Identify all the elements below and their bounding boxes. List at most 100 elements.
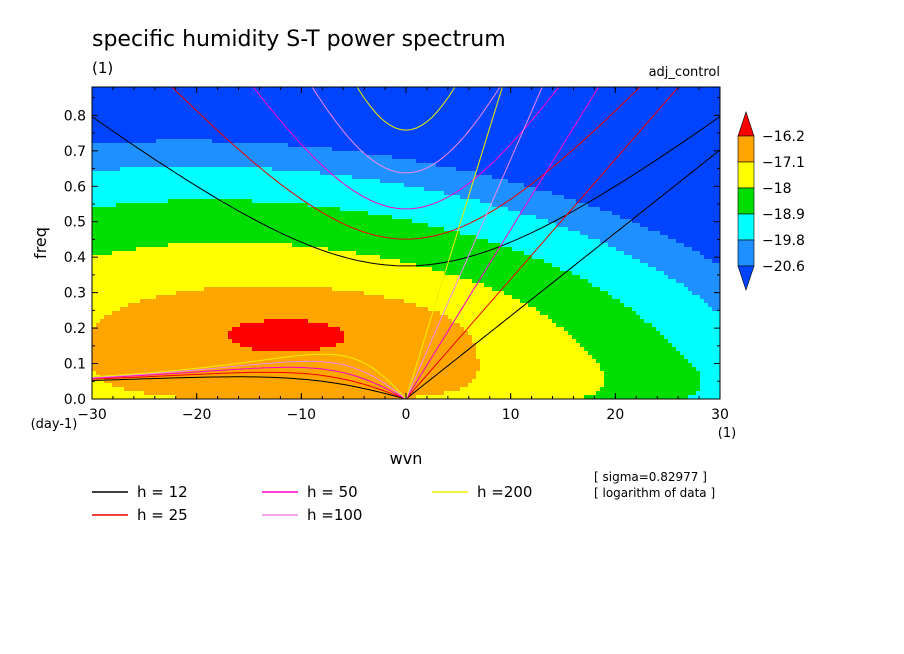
contour-cell <box>160 299 165 304</box>
contour-cell <box>112 303 117 308</box>
contour-cell <box>128 379 133 384</box>
contour-cell <box>208 95 213 100</box>
contour-cell <box>344 203 349 208</box>
contour-cell <box>244 103 249 108</box>
contour-cell <box>156 259 161 264</box>
contour-cell <box>156 123 161 128</box>
contour-cell <box>208 263 213 268</box>
contour-cell <box>108 383 113 388</box>
contour-cell <box>160 211 165 216</box>
contour-cell <box>196 311 201 316</box>
contour-cell <box>324 171 329 176</box>
contour-cell <box>288 231 293 236</box>
contour-cell <box>148 303 153 308</box>
contour-cell <box>252 243 257 248</box>
contour-cell <box>248 347 253 352</box>
contour-cell <box>220 239 225 244</box>
contour-cell <box>340 303 345 308</box>
contour-cell <box>96 179 101 184</box>
contour-cell <box>164 279 169 284</box>
contour-cell <box>176 267 181 272</box>
contour-cell <box>96 111 101 116</box>
contour-cell <box>176 295 181 300</box>
contour-cell <box>324 291 329 296</box>
contour-cell <box>344 375 349 380</box>
contour-cell <box>232 123 237 128</box>
contour-cell <box>112 191 117 196</box>
contour-cell <box>256 103 261 108</box>
contour-cell <box>288 123 293 128</box>
contour-cell <box>280 371 285 376</box>
contour-cell <box>288 311 293 316</box>
contour-cell <box>340 379 345 384</box>
contour-cell <box>272 127 277 132</box>
contour-cell <box>244 115 249 120</box>
contour-cell <box>308 271 313 276</box>
contour-cell <box>208 255 213 260</box>
contour-cell <box>216 255 221 260</box>
contour-cell <box>204 315 209 320</box>
contour-cell <box>232 235 237 240</box>
contour-cell <box>196 87 201 92</box>
contour-cell <box>252 199 257 204</box>
contour-cell <box>272 207 277 212</box>
contour-cell <box>248 383 253 388</box>
contour-cell <box>160 223 165 228</box>
contour-cell <box>148 195 153 200</box>
contour-cell <box>232 335 237 340</box>
contour-cell <box>112 207 117 212</box>
contour-cell <box>340 291 345 296</box>
contour-cell <box>192 351 197 356</box>
contour-cell <box>336 343 341 348</box>
contour-cell <box>112 147 117 152</box>
contour-cell <box>332 263 337 268</box>
contour-cell <box>224 175 229 180</box>
contour-cell <box>312 327 317 332</box>
contour-cell <box>116 263 121 268</box>
contour-cell <box>184 151 189 156</box>
contour-cell <box>236 135 241 140</box>
contour-cell <box>172 339 177 344</box>
contour-cell <box>204 307 209 312</box>
contour-cell <box>228 315 233 320</box>
contour-cell <box>300 195 305 200</box>
contour-cell <box>244 295 249 300</box>
contour-cell <box>276 95 281 100</box>
contour-cell <box>164 127 169 132</box>
contour-cell <box>188 351 193 356</box>
contour-cell <box>108 267 113 272</box>
contour-cell <box>140 387 145 392</box>
contour-cell <box>260 223 265 228</box>
contour-cell <box>264 199 269 204</box>
contour-cell <box>144 203 149 208</box>
contour-cell <box>156 139 161 144</box>
contour-cell <box>328 359 333 364</box>
contour-cell <box>220 347 225 352</box>
contour-cell <box>284 315 289 320</box>
contour-cell <box>184 219 189 224</box>
contour-cell <box>272 295 277 300</box>
contour-cell <box>100 291 105 296</box>
contour-cell <box>156 227 161 232</box>
contour-cell <box>116 259 121 264</box>
contour-cell <box>176 147 181 152</box>
contour-cell <box>300 139 305 144</box>
contour-cell <box>308 363 313 368</box>
contour-cell <box>128 203 133 208</box>
contour-cell <box>164 139 169 144</box>
contour-cell <box>240 147 245 152</box>
contour-cell <box>204 199 209 204</box>
contour-cell <box>200 143 205 148</box>
contour-cell <box>312 255 317 260</box>
contour-cell <box>344 175 349 180</box>
contour-cell <box>308 195 313 200</box>
contour-cell <box>240 347 245 352</box>
contour-cell <box>224 231 229 236</box>
contour-cell <box>180 127 185 132</box>
contour-cell <box>264 335 269 340</box>
contour-cell <box>200 303 205 308</box>
contour-cell <box>256 115 261 120</box>
contour-cell <box>216 151 221 156</box>
contour-cell <box>328 395 333 399</box>
contour-cell <box>280 303 285 308</box>
